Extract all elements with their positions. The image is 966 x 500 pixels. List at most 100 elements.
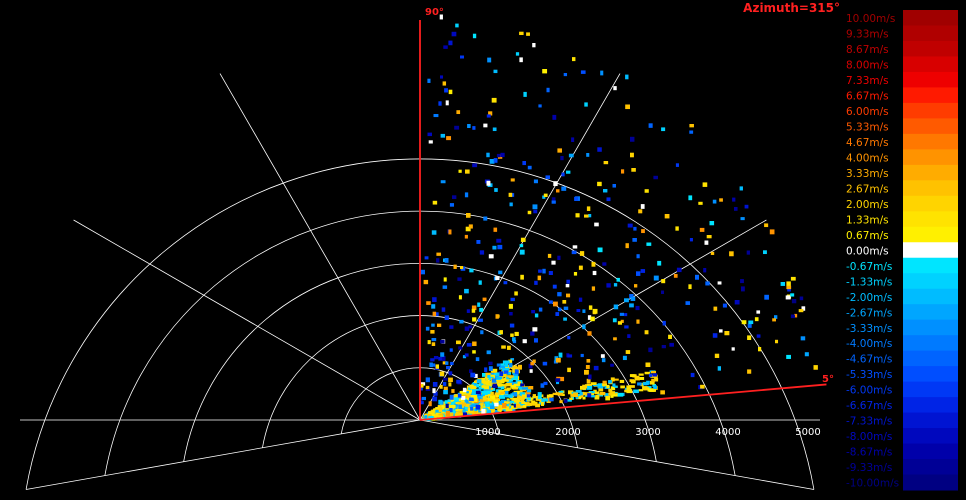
velocity-echo-766 — [510, 385, 517, 388]
velocity-echo-1265 — [582, 384, 588, 389]
velocity-echo-1603 — [470, 406, 474, 411]
velocity-echo-574 — [468, 391, 472, 394]
velocity-echo-1567 — [640, 204, 645, 209]
velocity-echo-1632 — [460, 55, 465, 59]
velocity-echo-1314 — [627, 223, 633, 228]
velocity-echo-1287 — [653, 275, 659, 281]
radial-spoke-1 — [419, 419, 814, 490]
velocity-echo-833 — [470, 405, 477, 409]
velocity-echo-1289 — [584, 369, 589, 375]
velocity-echo-1297 — [453, 264, 457, 269]
velocity-echo-891 — [447, 402, 451, 405]
velocity-echo-1165 — [602, 380, 607, 384]
velocity-echo-1484 — [732, 197, 736, 202]
velocity-echo-1040 — [472, 411, 478, 415]
velocity-echo-1153 — [462, 410, 466, 413]
velocity-echo-1636 — [537, 392, 542, 396]
velocity-echo-280 — [490, 368, 498, 373]
velocity-echo-1557 — [496, 372, 500, 377]
velocity-echo-1264 — [472, 350, 476, 354]
velocity-echo-1308 — [533, 179, 538, 184]
velocity-echo-798 — [495, 376, 503, 380]
velocity-echo-1652 — [499, 330, 503, 335]
legend-label-0: 10.00m/s — [846, 13, 895, 25]
velocity-echo-1422 — [420, 401, 424, 405]
velocity-echo-1208 — [433, 391, 438, 396]
radial-spoke-6 — [26, 419, 421, 490]
velocity-echo-1247 — [464, 234, 468, 239]
velocity-echo-1357 — [648, 373, 653, 378]
velocity-echo-1387 — [624, 325, 629, 329]
velocity-echo-939 — [654, 374, 658, 379]
legend-swatch-14 — [903, 226, 958, 243]
velocity-echo-1013 — [535, 403, 541, 408]
velocity-echo-1581 — [597, 181, 602, 187]
velocity-echo-1337 — [754, 317, 759, 322]
velocity-echo-1502 — [428, 401, 432, 407]
velocity-echo-1467 — [448, 371, 453, 376]
velocity-echo-1009 — [612, 383, 616, 387]
velocity-echo-1219 — [734, 300, 740, 305]
velocity-echo-1572 — [503, 370, 509, 374]
velocity-echo-999 — [455, 411, 460, 414]
velocity-echo-1593 — [464, 288, 469, 294]
velocity-echo-740 — [517, 381, 522, 386]
velocity-echo-541 — [476, 388, 482, 392]
velocity-echo-1127 — [634, 376, 640, 381]
velocity-echo-624 — [494, 378, 502, 382]
velocity-echo-1198 — [433, 356, 439, 360]
velocity-echo-1296 — [631, 168, 636, 172]
velocity-echo-1087 — [438, 415, 442, 420]
velocity-echo-1576 — [492, 245, 497, 250]
velocity-echo-1618 — [527, 210, 532, 215]
velocity-echo-884 — [449, 404, 456, 409]
velocity-echo-996 — [638, 373, 644, 376]
velocity-echo-1529 — [442, 285, 448, 289]
velocity-echo-1183 — [457, 277, 462, 281]
legend-swatch-13 — [903, 211, 958, 228]
velocity-echo-1625 — [668, 334, 672, 339]
velocity-echo-1210 — [622, 355, 627, 361]
velocity-echo-1269 — [625, 104, 630, 110]
velocity-echo-1548 — [790, 314, 795, 319]
velocity-echo-975 — [628, 385, 635, 388]
velocity-echo-1405 — [511, 193, 515, 197]
velocity-echo-880 — [499, 365, 506, 369]
velocity-echo-1596 — [457, 393, 462, 398]
velocity-echo-1226 — [426, 301, 431, 305]
velocity-echo-1196 — [630, 152, 634, 158]
velocity-echo-315 — [493, 409, 500, 414]
velocity-echo-1657 — [532, 359, 536, 364]
velocity-echo-827 — [472, 389, 479, 394]
velocity-echo-1609 — [445, 403, 449, 409]
velocity-echo-1313 — [644, 189, 649, 193]
radial-spoke-4 — [219, 73, 421, 421]
velocity-echo-1211 — [458, 346, 463, 350]
velocity-echo-814 — [518, 396, 525, 400]
velocity-echo-1645 — [419, 383, 424, 388]
velocity-echo-1292 — [449, 408, 453, 413]
velocity-echo-1349 — [605, 395, 611, 401]
velocity-echo-1181 — [557, 292, 562, 297]
legend-swatch-17 — [903, 273, 958, 290]
velocity-echo-1659 — [444, 315, 449, 320]
velocity-echo-1195 — [436, 258, 440, 263]
velocity-echo-1511 — [564, 398, 568, 403]
velocity-echo-886 — [507, 375, 514, 378]
velocity-echo-1543 — [461, 402, 467, 407]
velocity-echo-1204 — [619, 312, 625, 316]
velocity-echo-1418 — [474, 397, 478, 403]
velocity-echo-1673 — [451, 31, 457, 37]
velocity-echo-1380 — [587, 315, 592, 320]
velocity-echo-1432 — [446, 366, 450, 370]
velocity-echo-770 — [486, 390, 493, 395]
velocity-echo-1329 — [551, 260, 556, 265]
velocity-echo-1001 — [594, 391, 600, 395]
velocity-echo-1404 — [538, 269, 542, 273]
velocity-echo-1071 — [537, 398, 542, 401]
velocity-echo-1304 — [597, 147, 602, 152]
velocity-echo-1390 — [459, 319, 464, 324]
velocity-echo-1358 — [567, 367, 571, 373]
velocity-echo-1611 — [555, 357, 561, 363]
velocity-echo-962 — [510, 400, 515, 403]
